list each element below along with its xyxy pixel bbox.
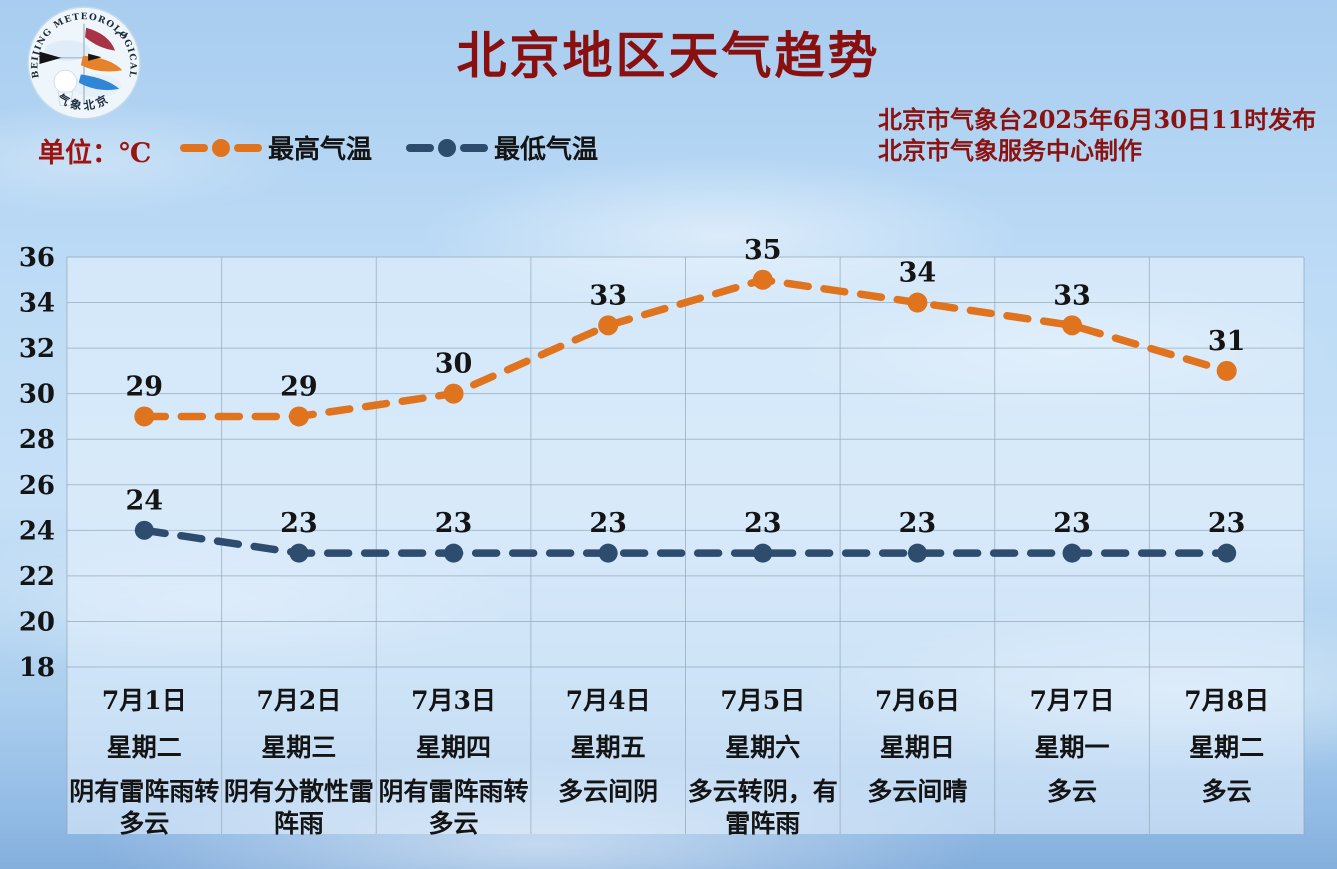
y-tick-label-36: 36 (19, 243, 55, 273)
logo-small-arrow-icon (88, 53, 102, 61)
data-point-low-2 (289, 543, 309, 563)
day-date-4: 7月4日 (566, 686, 651, 715)
logo-cloud (44, 40, 91, 61)
data-point-low-8 (1217, 543, 1237, 563)
value-label-low-4: 23 (589, 508, 627, 539)
publisher-line2: 北京市气象服务中心制作 (878, 136, 1142, 165)
value-label-low-7: 23 (1053, 508, 1091, 539)
value-label-high-8: 31 (1208, 326, 1246, 357)
value-label-low-8: 23 (1208, 508, 1246, 539)
data-point-low-4 (598, 543, 618, 563)
day-weather-8-line1: 多云 (1202, 777, 1252, 806)
y-tick-label-22: 22 (19, 562, 55, 592)
data-point-high-8 (1216, 360, 1237, 381)
publisher-line1: 北京市气象台2025年6月30日11时发布 (878, 105, 1317, 134)
legend-item-high: 最高气温 (180, 129, 372, 166)
data-point-low-1 (134, 520, 154, 540)
value-label-low-6: 23 (899, 508, 937, 539)
day-weekday-6: 星期日 (880, 733, 955, 762)
logo-red-ribbon (85, 27, 116, 51)
data-point-low-5 (753, 543, 773, 563)
value-label-high-6: 34 (899, 258, 937, 289)
unit-label: 单位：℃ (38, 138, 152, 169)
beijing-meteorological-service-logo: BEIJING METEOROLOGICAL SERVICE 气象北京 (26, 5, 141, 120)
day-weekday-1: 星期二 (107, 733, 182, 762)
high-temp-line-swatch-icon (180, 138, 262, 157)
day-weekday-7: 星期一 (1035, 733, 1110, 762)
day-weather-4-line1: 多云间阴 (558, 777, 658, 806)
data-point-high-3 (443, 383, 464, 404)
day-date-8: 7月8日 (1184, 686, 1269, 715)
day-weekday-5: 星期六 (725, 733, 800, 762)
day-weather-2-line2: 阵雨 (274, 809, 324, 838)
value-label-high-5: 35 (744, 235, 782, 266)
day-weekday-3: 星期四 (416, 733, 491, 762)
day-weather-1-line1: 阴有雷阵雨转 (69, 777, 219, 806)
value-label-low-5: 23 (744, 508, 782, 539)
day-weather-2-line1: 阴有分散性雷 (224, 777, 374, 806)
data-point-high-2 (288, 406, 309, 427)
day-weather-5-line2: 雷阵雨 (725, 809, 800, 838)
y-tick-label-28: 28 (19, 425, 55, 455)
value-label-low-1: 24 (126, 485, 164, 516)
day-date-1: 7月1日 (102, 686, 187, 715)
value-label-high-3: 30 (435, 349, 473, 380)
day-date-7: 7月7日 (1030, 686, 1115, 715)
legend-label-high: 最高气温 (268, 135, 373, 165)
y-tick-label-24: 24 (19, 516, 55, 546)
day-weather-3-line2: 多云 (429, 809, 479, 838)
publisher-info: 北京市气象台2025年6月30日11时发布 北京市气象服务中心制作 (878, 104, 1316, 166)
page-title: 北京地区天气趋势 (456, 26, 881, 85)
value-label-low-2: 23 (280, 508, 318, 539)
series-line-high (140, 276, 1231, 421)
data-point-low-7 (1062, 543, 1082, 563)
data-point-high-6 (907, 292, 928, 313)
value-label-low-3: 23 (435, 508, 473, 539)
day-weather-5-line1: 多云转阴，有 (688, 777, 838, 806)
legend-label-low: 最低气温 (494, 135, 599, 165)
day-weather-3-line1: 阴有雷阵雨转 (379, 777, 529, 806)
logo-blue-ribbon (78, 74, 120, 91)
value-label-high-1: 29 (126, 371, 164, 402)
day-weekday-4: 星期五 (571, 733, 646, 762)
logo-radar-tower (57, 91, 74, 106)
day-date-2: 7月2日 (257, 686, 342, 715)
value-label-high-7: 33 (1053, 280, 1091, 311)
day-date-6: 7月6日 (875, 686, 960, 715)
logo-bird-icon (114, 31, 129, 37)
low-temp-line-swatch-icon (406, 138, 489, 157)
y-tick-label-20: 20 (19, 607, 55, 637)
legend: 最高气温 最低气温 (180, 129, 598, 166)
legend-item-low: 最低气温 (406, 129, 598, 166)
day-weekday-2: 星期三 (261, 733, 336, 762)
data-point-low-3 (444, 543, 464, 563)
day-date-5: 7月5日 (720, 686, 805, 715)
y-tick-label-32: 32 (19, 334, 55, 364)
value-label-high-4: 33 (589, 280, 627, 311)
value-label-high-2: 29 (280, 371, 318, 402)
day-weather-1-line2: 多云 (119, 809, 169, 838)
y-tick-label-18: 18 (19, 653, 55, 683)
data-point-low-6 (907, 543, 927, 563)
data-point-high-1 (134, 406, 155, 427)
y-tick-label-26: 26 (19, 471, 55, 501)
y-tick-label-30: 30 (19, 380, 55, 410)
day-date-3: 7月3日 (411, 686, 496, 715)
day-weather-6-line1: 多云间晴 (867, 777, 967, 806)
series-line-low (140, 526, 1231, 557)
day-weekday-8: 星期二 (1189, 733, 1264, 762)
data-point-high-4 (598, 315, 619, 336)
data-point-high-7 (1062, 315, 1083, 336)
logo-arrow-icon (39, 51, 62, 65)
data-point-high-5 (752, 269, 773, 290)
day-weather-7-line1: 多云 (1047, 777, 1097, 806)
y-tick-label-34: 34 (19, 289, 55, 319)
